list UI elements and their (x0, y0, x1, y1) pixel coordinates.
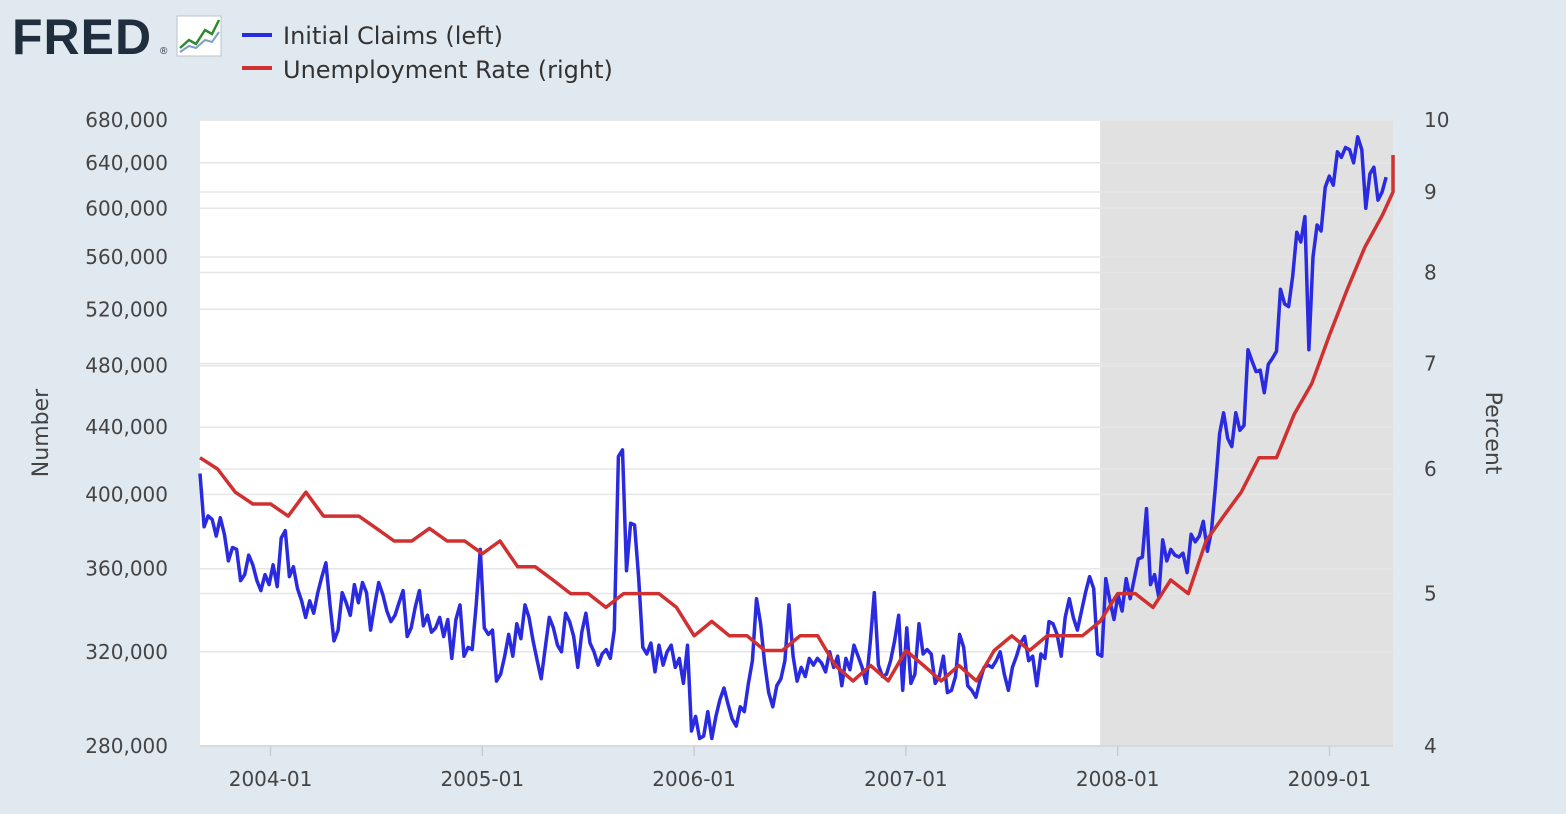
series-line-unemployment-rate[interactable] (199, 155, 1395, 683)
x-tick-label: 2007-01 (864, 767, 948, 791)
legend: Initial Claims (left) Unemployment Rate … (242, 22, 613, 84)
left-axis-ticks: 280,000 320,000 360,000 400,000 440,000 480,0… (85, 108, 168, 758)
left-tick-label: 360,000 (85, 557, 168, 581)
x-tick-label: 2006-01 (652, 767, 736, 791)
left-tick-label: 600,000 (85, 196, 168, 220)
legend-label-initial-claims: Initial Claims (left) (283, 22, 503, 50)
x-tick-label: 2004-01 (229, 767, 313, 791)
right-tick-label: 8 (1424, 260, 1437, 284)
x-axis-ticks: 2004-01 2005-01 2006-01 2007-01 2008-01 2009-… (229, 746, 1372, 791)
left-tick-label: 280,000 (85, 734, 168, 758)
logo-registered-mark: ® (160, 46, 168, 57)
logo-text: FRED (12, 9, 152, 65)
left-axis-title: Number (29, 388, 54, 477)
right-tick-label: 5 (1424, 582, 1437, 606)
right-tick-label: 6 (1424, 457, 1437, 481)
right-axis-ticks: 4 5 6 7 8 9 10 (1424, 108, 1449, 758)
x-tick-label: 2005-01 (441, 767, 525, 791)
left-tick-label: 560,000 (85, 245, 168, 269)
line-graph-icon (176, 15, 222, 57)
right-tick-label: 10 (1424, 108, 1449, 132)
x-tick-label: 2009-01 (1288, 767, 1372, 791)
left-tick-label: 680,000 (85, 108, 168, 132)
left-tick-label: 520,000 (85, 297, 168, 321)
right-axis-title: Percent (1480, 392, 1505, 475)
left-tick-label: 640,000 (85, 151, 168, 175)
left-tick-label: 400,000 (85, 482, 168, 506)
x-tick-label: 2008-01 (1076, 767, 1160, 791)
left-tick-label: 480,000 (85, 354, 168, 378)
left-tick-label: 320,000 (85, 640, 168, 664)
right-tick-label: 7 (1424, 352, 1437, 376)
fred-logo[interactable]: FRED ® (12, 9, 222, 65)
left-tick-label: 440,000 (85, 415, 168, 439)
series-line-initial-claims[interactable] (198, 135, 1388, 741)
legend-label-unemployment-rate: Unemployment Rate (right) (283, 56, 613, 84)
right-tick-label: 9 (1424, 180, 1437, 204)
right-tick-label: 4 (1424, 734, 1437, 758)
recession-shading (1100, 120, 1393, 746)
